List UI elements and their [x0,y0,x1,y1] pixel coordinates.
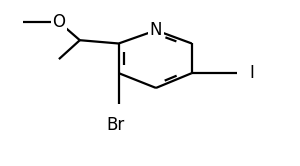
Text: N: N [150,21,162,39]
Text: I: I [249,64,254,82]
Text: O: O [52,13,65,31]
Text: Br: Br [106,116,125,134]
